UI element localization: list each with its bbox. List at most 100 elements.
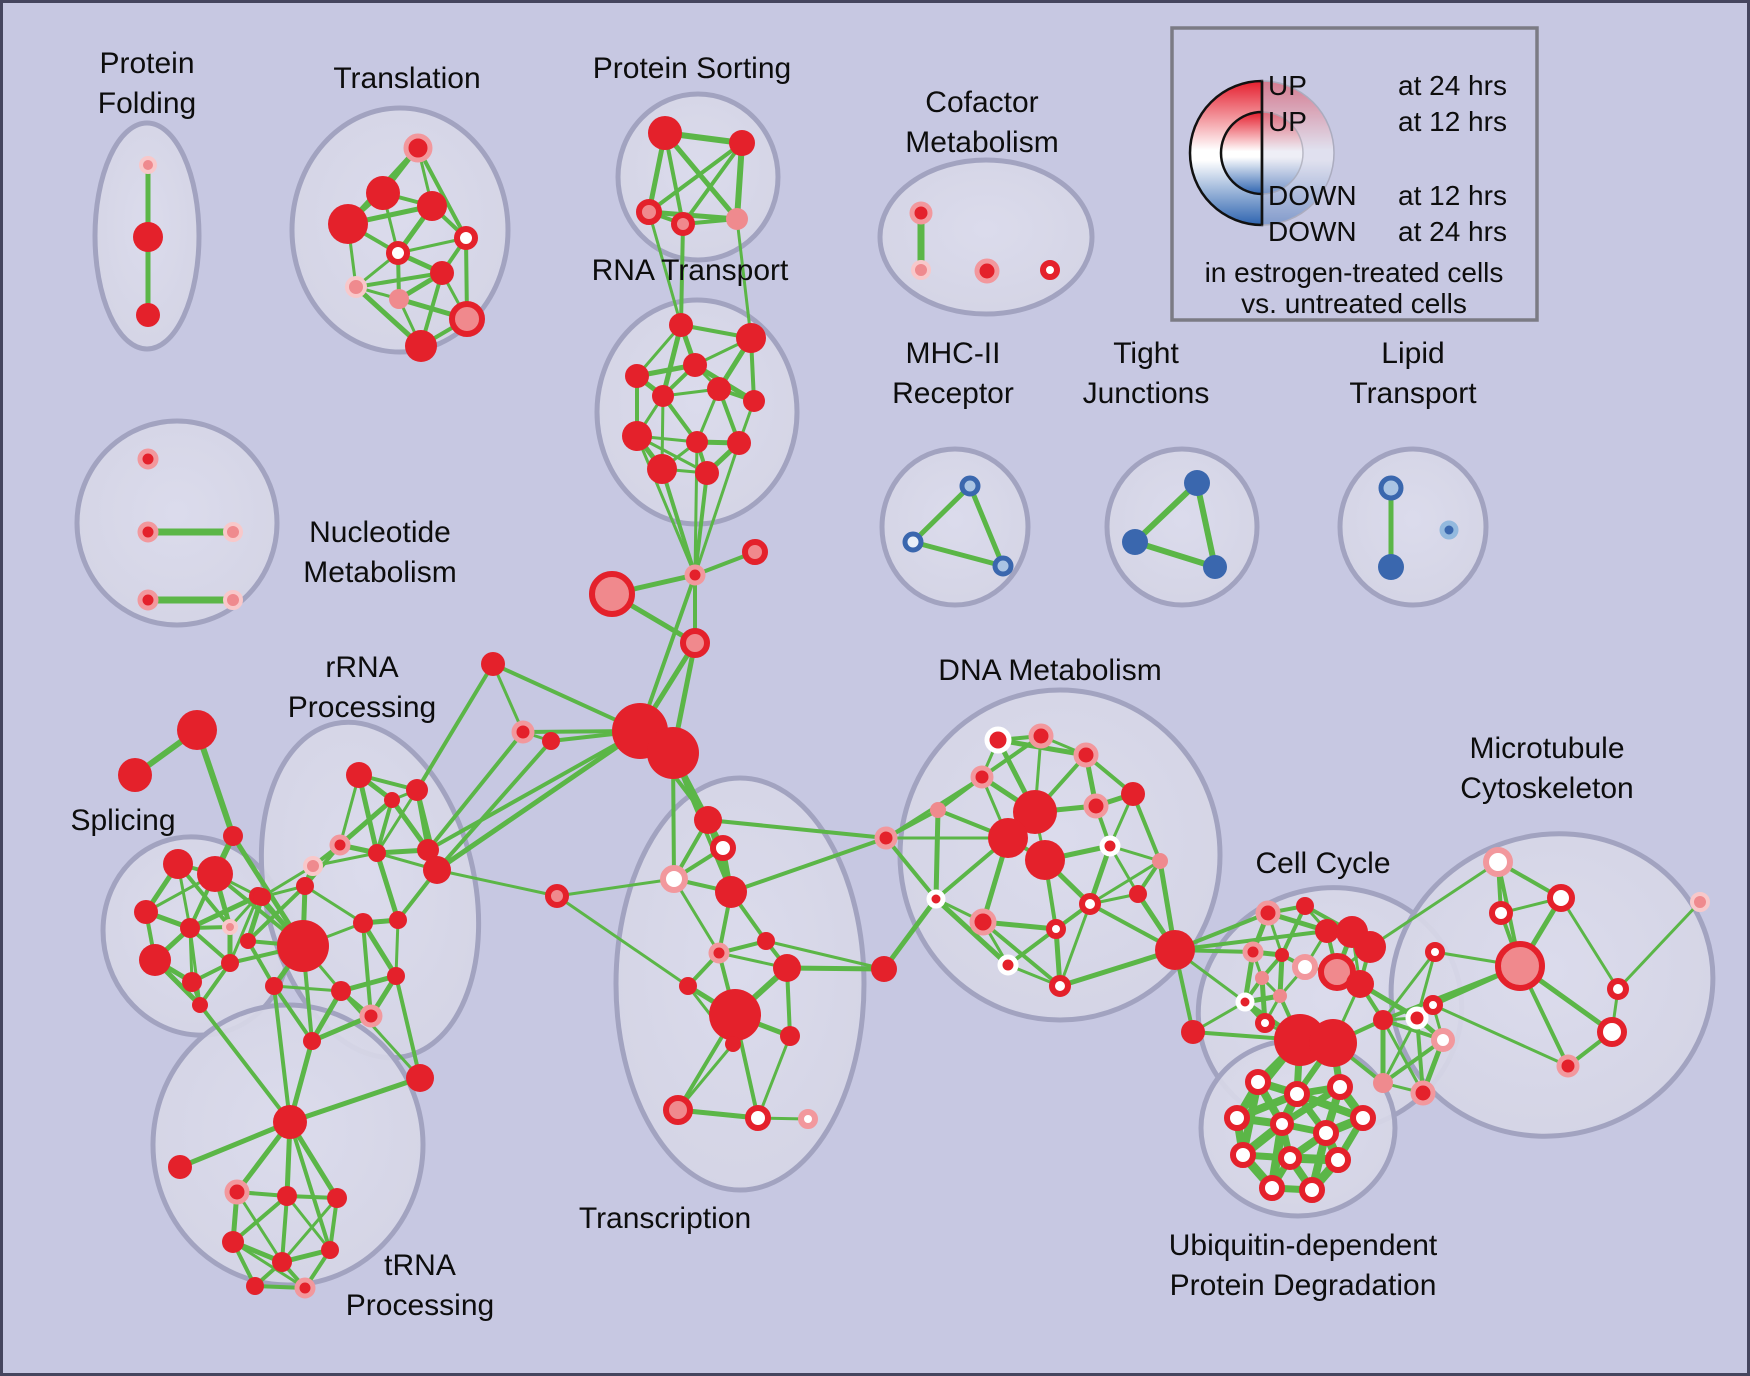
node	[253, 888, 271, 906]
cluster-label-ub: Protein Degradation	[1170, 1269, 1437, 1302]
node	[959, 475, 981, 497]
node	[1121, 782, 1145, 806]
node	[222, 1231, 244, 1253]
node	[736, 323, 766, 353]
node	[1378, 554, 1404, 580]
node	[727, 431, 751, 455]
cluster-label-lt: Transport	[1349, 377, 1477, 410]
node	[223, 590, 243, 610]
node	[709, 989, 761, 1041]
node	[1083, 793, 1109, 819]
node	[137, 448, 159, 470]
node	[192, 997, 208, 1013]
node	[1025, 840, 1065, 880]
node	[1046, 919, 1066, 939]
node	[423, 856, 451, 884]
node	[406, 1064, 434, 1092]
node	[1259, 1175, 1285, 1201]
edge	[356, 772, 380, 856]
node	[622, 421, 652, 451]
node	[1273, 989, 1287, 1003]
node	[743, 390, 765, 412]
cluster-label-tj: Junctions	[1083, 377, 1210, 410]
edge	[416, 146, 468, 240]
node	[757, 932, 775, 950]
node	[294, 1277, 316, 1299]
edge	[1058, 902, 1092, 988]
node	[430, 261, 454, 285]
node	[1284, 1081, 1310, 1107]
node	[1325, 1147, 1351, 1173]
edge	[681, 141, 744, 226]
node	[403, 133, 433, 163]
edge	[1381, 1038, 1445, 1085]
node	[1278, 1146, 1302, 1170]
node	[742, 539, 768, 565]
edge	[1132, 539, 1218, 570]
node	[345, 276, 367, 298]
legend-row-time: at 24 hrs	[1398, 70, 1507, 101]
node	[679, 977, 697, 995]
node	[902, 531, 924, 553]
edge	[375, 788, 419, 855]
edge	[1194, 480, 1218, 570]
node	[1373, 1073, 1393, 1093]
node	[177, 710, 217, 750]
edge	[1132, 480, 1200, 545]
cluster-label-tr: Translation	[333, 62, 480, 95]
edge	[1368, 860, 1500, 949]
legend-footer-line: vs. untreated cells	[1241, 288, 1467, 319]
cluster-label-nm: Metabolism	[303, 556, 456, 589]
edge	[1088, 859, 1162, 906]
node	[133, 222, 163, 252]
cluster-label-cc: Cell Cycle	[1255, 847, 1390, 880]
edge	[394, 974, 422, 1080]
edge	[1057, 947, 1178, 989]
node	[387, 967, 405, 985]
node	[1235, 992, 1255, 1012]
node	[246, 1277, 264, 1295]
edge	[735, 217, 753, 340]
node	[1373, 1010, 1393, 1030]
edge	[933, 896, 1011, 968]
edge	[415, 662, 495, 792]
node	[1309, 1019, 1357, 1067]
legend: UP at 24 hrs UP at 12 hrs DOWN at 12 hrs…	[1170, 26, 1539, 322]
edge	[672, 877, 721, 955]
node	[1607, 978, 1629, 1000]
node	[511, 720, 535, 744]
node	[417, 839, 439, 861]
node	[321, 1241, 339, 1259]
cluster-label-nm: Nucleotide	[309, 516, 451, 549]
node	[1483, 847, 1513, 877]
cluster-labels-layer: Protein Folding Translation Protein Sorting…	[70, 47, 1633, 1322]
legend-row-time: at 12 hrs	[1398, 180, 1507, 211]
edge	[1173, 929, 1329, 952]
legend-row-dir: UP	[1268, 106, 1307, 137]
node	[272, 1252, 292, 1272]
node	[1489, 901, 1513, 925]
node	[660, 865, 688, 893]
edge	[231, 1194, 289, 1244]
legend-row-time: at 12 hrs	[1398, 106, 1507, 137]
legend-inner-circle-right-icon	[1261, 111, 1304, 195]
node	[1327, 1074, 1353, 1100]
node	[708, 942, 730, 964]
node	[669, 313, 693, 337]
node	[874, 826, 898, 850]
node	[406, 779, 428, 801]
node	[265, 977, 283, 995]
node	[1122, 529, 1148, 555]
node	[648, 116, 682, 150]
node	[163, 849, 193, 879]
cluster-label-lt: Lipid	[1381, 337, 1444, 370]
edge	[764, 939, 886, 971]
edge	[660, 322, 684, 399]
edge	[555, 877, 676, 898]
node	[331, 981, 351, 1001]
cluster-label-mc: Cytoskeleton	[1460, 772, 1633, 805]
cluster-label-mhc: Receptor	[892, 377, 1014, 410]
edge	[426, 730, 525, 852]
edge	[967, 483, 1006, 569]
edge	[177, 1119, 293, 1170]
